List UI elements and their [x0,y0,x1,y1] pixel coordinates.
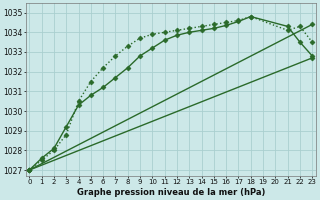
X-axis label: Graphe pression niveau de la mer (hPa): Graphe pression niveau de la mer (hPa) [76,188,265,197]
